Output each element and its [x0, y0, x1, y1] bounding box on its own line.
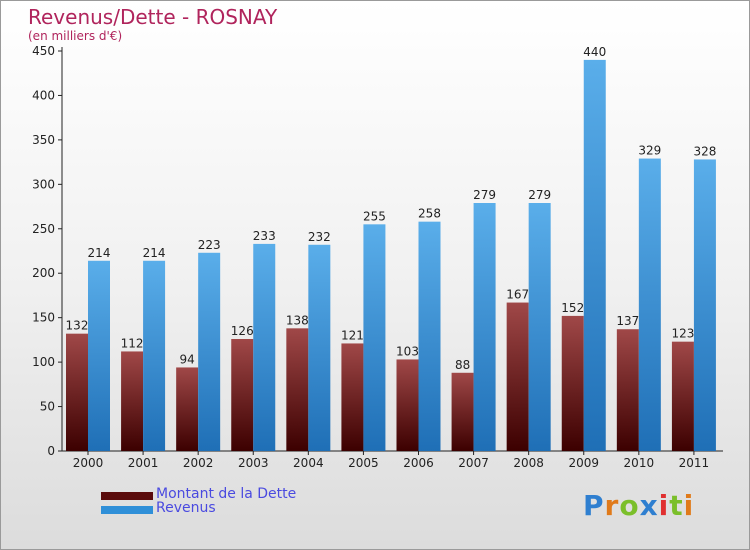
- bar-revenue: [308, 244, 331, 451]
- data-label-revenue: 214: [143, 246, 166, 260]
- data-label-debt: 103: [396, 344, 419, 358]
- y-tick-label: 150: [32, 311, 55, 325]
- bar-revenue: [363, 224, 386, 451]
- y-tick-label: 300: [32, 177, 55, 191]
- bar-revenue: [88, 260, 110, 451]
- x-tick-label: 2008: [513, 456, 544, 470]
- bar-debt: [341, 343, 364, 451]
- y-tick-label: 0: [47, 444, 55, 458]
- logo-letter: t: [669, 489, 684, 522]
- x-tick-label: 2004: [293, 456, 324, 470]
- bar-debt: [451, 372, 474, 451]
- data-label-revenue: 258: [418, 207, 441, 221]
- logo-letter: o: [619, 489, 640, 522]
- x-tick-label: 2006: [403, 456, 434, 470]
- data-label-revenue: 279: [528, 188, 551, 202]
- x-tick-label: 2010: [624, 456, 655, 470]
- bar-revenue: [143, 260, 166, 451]
- legend-label-revenue: Revenus: [156, 500, 216, 516]
- legend-swatch-debt: [101, 492, 153, 500]
- logo-letter: P: [583, 489, 605, 522]
- bar-revenue: [253, 243, 276, 451]
- logo-letter: x: [639, 489, 659, 522]
- data-label-debt: 121: [341, 328, 364, 342]
- y-tick-label: 200: [32, 266, 55, 280]
- data-label-revenue: 328: [693, 144, 716, 158]
- logo-letter: i: [658, 489, 670, 522]
- data-label-revenue: 440: [583, 45, 606, 59]
- y-tick-label: 100: [32, 355, 55, 369]
- bar-debt: [231, 339, 254, 451]
- chart-subtitle: (en milliers d'€): [28, 29, 123, 43]
- data-label-debt: 152: [561, 301, 584, 315]
- data-label-revenue: 233: [253, 229, 276, 243]
- bar-debt: [66, 333, 88, 451]
- bar-debt: [561, 315, 584, 451]
- bar-revenue: [638, 158, 661, 452]
- x-tick-label: 2009: [568, 456, 599, 470]
- data-label-debt: 126: [231, 324, 254, 338]
- bar-debt: [176, 367, 199, 451]
- bar-revenue: [198, 252, 221, 451]
- data-label-debt: 132: [66, 319, 89, 333]
- bar-debt: [121, 351, 144, 451]
- y-tick-label: 350: [32, 133, 55, 147]
- bar-debt: [671, 341, 694, 451]
- bar-revenue: [473, 203, 496, 451]
- data-label-debt: 137: [616, 314, 639, 328]
- bar-revenue: [418, 221, 441, 451]
- chart-title: Revenus/Dette - ROSNAY: [28, 5, 278, 29]
- x-tick-label: 2007: [458, 456, 489, 470]
- bar-debt: [286, 328, 309, 451]
- x-tick-label: 2005: [348, 456, 379, 470]
- y-tick-label: 50: [40, 400, 55, 414]
- data-label-debt: 88: [455, 358, 470, 372]
- bar-revenue: [693, 159, 716, 451]
- data-label-revenue: 329: [638, 144, 661, 158]
- proxiti-logo: Proxiti: [583, 489, 694, 522]
- logo-letter: r: [604, 489, 620, 522]
- data-label-revenue: 223: [198, 238, 221, 252]
- y-tick-label: 250: [32, 222, 55, 236]
- x-tick-label: 2002: [183, 456, 214, 470]
- x-tick-label: 2001: [128, 456, 159, 470]
- x-tick-label: 2000: [73, 456, 104, 470]
- data-label-revenue: 255: [363, 209, 386, 223]
- data-label-debt: 112: [121, 336, 144, 350]
- y-tick-label: 450: [32, 44, 55, 58]
- bar-revenue: [583, 59, 606, 452]
- x-tick-label: 2011: [679, 456, 710, 470]
- data-label-revenue: 232: [308, 230, 331, 244]
- data-label-revenue: 214: [88, 246, 111, 260]
- legend-swatch-revenue: [101, 506, 153, 514]
- data-label-debt: 167: [506, 288, 529, 302]
- legend-label-debt: Montant de la Dette: [156, 486, 297, 502]
- data-label-revenue: 279: [473, 188, 496, 202]
- x-tick-label: 2003: [238, 456, 269, 470]
- data-label-debt: 123: [671, 327, 694, 341]
- bar-debt: [616, 329, 639, 451]
- y-tick-label: 400: [32, 88, 55, 102]
- data-label-debt: 94: [180, 352, 195, 366]
- data-label-debt: 138: [286, 313, 309, 327]
- bar-debt: [396, 359, 419, 451]
- bar-debt: [506, 302, 529, 451]
- bar-revenue: [528, 203, 551, 451]
- logo-letter: i: [683, 489, 695, 522]
